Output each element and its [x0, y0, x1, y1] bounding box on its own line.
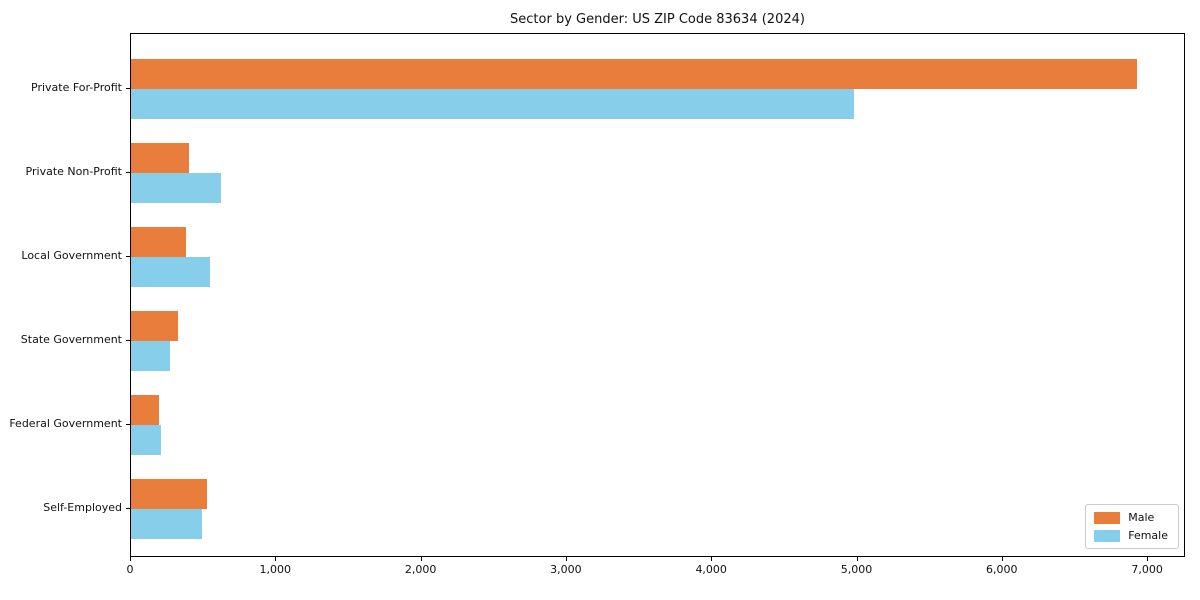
- y-axis-tick: [126, 88, 130, 89]
- legend-label-male: Male: [1128, 511, 1155, 524]
- x-axis-tick-label: 3,000: [550, 563, 582, 576]
- legend-label-female: Female: [1128, 529, 1168, 542]
- y-axis-category-label: Private Non-Profit: [25, 165, 122, 178]
- x-axis-tick: [711, 557, 713, 561]
- y-axis-category-label: Federal Government: [9, 417, 122, 430]
- legend-item-female: Female: [1094, 529, 1168, 542]
- legend: Male Female: [1085, 504, 1179, 549]
- legend-swatch-female: [1094, 529, 1121, 542]
- x-axis-tick: [275, 557, 277, 561]
- bar-female-self-employed: [131, 509, 203, 539]
- plot-area: Male Female: [130, 33, 1185, 557]
- bar-female-private-non-profit: [131, 173, 222, 203]
- legend-swatch-male: [1094, 511, 1121, 524]
- bar-male-local-government: [131, 227, 187, 257]
- y-axis-category-label: State Government: [20, 333, 122, 346]
- y-axis-category-label: Self-Employed: [43, 501, 122, 514]
- x-axis-tick-label: 6,000: [986, 563, 1018, 576]
- bar-female-state-government: [131, 341, 171, 371]
- y-axis-tick: [126, 508, 130, 509]
- bar-male-federal-government: [131, 395, 159, 425]
- x-axis-tick: [565, 557, 567, 561]
- bar-female-private-for-profit: [131, 89, 854, 119]
- chart-title: Sector by Gender: US ZIP Code 83634 (202…: [510, 12, 805, 27]
- bar-male-private-non-profit: [131, 143, 190, 173]
- y-axis-tick: [126, 340, 130, 341]
- y-axis-tick: [126, 172, 130, 173]
- bar-male-private-for-profit: [131, 59, 1137, 89]
- x-axis-tick: [1147, 557, 1149, 561]
- bar-female-federal-government: [131, 425, 161, 455]
- x-axis-tick: [856, 557, 858, 561]
- y-axis-tick: [126, 424, 130, 425]
- x-axis-tick-label: 5,000: [840, 563, 873, 576]
- x-axis-tick: [1001, 557, 1003, 561]
- bar-male-self-employed: [131, 479, 208, 509]
- x-axis-tick-label: 7,000: [1131, 563, 1163, 576]
- y-axis-category-label: Private For-Profit: [31, 81, 122, 94]
- x-axis-tick-label: 1,000: [259, 563, 292, 576]
- x-axis-tick: [420, 557, 422, 561]
- bar-male-state-government: [131, 311, 178, 341]
- x-axis-tick-label: 0: [126, 563, 134, 576]
- y-axis-tick: [126, 256, 130, 257]
- legend-item-male: Male: [1094, 511, 1168, 524]
- x-axis-tick-label: 2,000: [404, 563, 437, 576]
- bar-female-local-government: [131, 257, 211, 287]
- y-axis-category-label: Local Government: [21, 249, 122, 262]
- x-axis-tick-label: 4,000: [695, 563, 727, 576]
- x-axis-tick: [130, 557, 131, 561]
